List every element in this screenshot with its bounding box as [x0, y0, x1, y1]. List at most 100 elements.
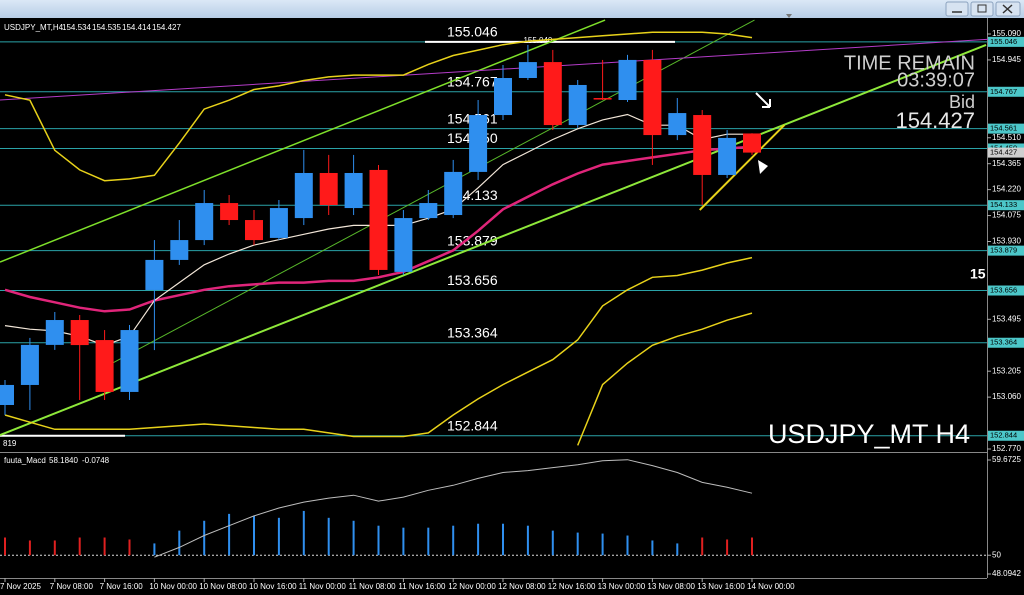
macd-bar	[452, 525, 455, 556]
x-tick-label: 7 Nov 2025	[0, 582, 41, 591]
x-tick-label: 10 Nov 00:00	[149, 582, 197, 591]
bid-price: 154.427	[895, 108, 975, 133]
ohlc-value: 154.535	[92, 23, 121, 32]
macd-bar	[4, 537, 6, 556]
macd-bar	[28, 540, 31, 556]
symbol-watermark: USDJPY_MT H4	[768, 419, 970, 449]
y-tick-label: 153.060	[992, 392, 1021, 401]
bid-axis-box	[988, 147, 1024, 158]
arrow-up	[758, 160, 768, 174]
candle-body	[20, 344, 39, 385]
level-axis-box	[988, 430, 1024, 441]
level-label: 154.767	[447, 73, 498, 89]
candle-body	[294, 172, 313, 219]
macd-bar	[228, 513, 231, 556]
candle-body	[668, 113, 687, 136]
y-tick-label: 153.930	[992, 237, 1021, 246]
macd-title: fuuta_Macd	[4, 456, 46, 465]
trendline	[699, 124, 786, 211]
x-tick-label: 13 Nov 00:00	[598, 582, 646, 591]
x-tick-label: 7 Nov 16:00	[100, 582, 144, 591]
macd-bar	[402, 527, 405, 556]
candle-body	[693, 115, 712, 175]
macd-bar	[576, 532, 579, 556]
x-tick-label: 14 Nov 00:00	[747, 582, 795, 591]
candle-body	[419, 203, 438, 219]
level-axis-box	[988, 200, 1024, 211]
macd-bar	[502, 523, 504, 556]
macd-bar	[477, 523, 480, 556]
bid-label: Bid	[949, 92, 975, 112]
x-tick-label: 11 Nov 16:00	[398, 582, 446, 591]
level-axis-label: 152.844	[990, 431, 1017, 440]
level-label: 153.656	[447, 272, 498, 288]
macd-bar	[277, 517, 280, 556]
x-tick-label: 13 Nov 16:00	[697, 582, 745, 591]
level-label: 153.364	[447, 324, 498, 340]
macd-bar	[153, 543, 156, 556]
y-tick-label: 154.075	[992, 211, 1021, 220]
x-tick-label: 13 Nov 08:00	[647, 582, 695, 591]
macd-y-tick-label: 59.6725	[992, 455, 1021, 464]
y-tick-label: 155.090	[992, 29, 1021, 38]
overlay-texts: USDJPY_MT,H4 TIME REMAIN 03:39:07 Bid 15…	[3, 23, 986, 449]
trendline	[0, 19, 606, 263]
indicator-line	[577, 312, 753, 446]
trendline	[0, 43, 987, 436]
scroll-marker	[786, 14, 792, 18]
y-tick-label: 153.495	[992, 314, 1021, 323]
price-plot: 155.046154.767154.561154.450154.133153.8…	[0, 19, 1011, 446]
macd-bar	[53, 540, 56, 556]
minimize-button[interactable]	[945, 1, 969, 17]
candle-body	[145, 259, 164, 290]
candle-body	[319, 172, 338, 206]
close-icon	[1002, 4, 1013, 14]
macd-bar	[327, 517, 330, 556]
level-axis-box	[988, 337, 1024, 348]
candle-body	[718, 137, 737, 175]
level-axis-label: 153.364	[990, 338, 1017, 347]
level-axis-label: 155.046	[990, 37, 1017, 46]
macd-bar	[128, 539, 131, 556]
x-tick-label: 12 Nov 16:00	[548, 582, 596, 591]
macd-bar	[651, 540, 654, 556]
candle-body	[45, 320, 64, 345]
level-axis-box	[988, 86, 1024, 97]
macd-bar	[253, 515, 255, 556]
x-tick-label: 12 Nov 08:00	[498, 582, 546, 591]
candle-body	[170, 240, 189, 260]
level-axis-label: 154.767	[990, 87, 1017, 96]
macd-bar	[526, 525, 529, 556]
restore-button[interactable]	[970, 1, 994, 17]
candle-body	[0, 384, 14, 405]
ohlc-value: 154.414	[122, 23, 151, 32]
macd-value: 58.1840	[49, 456, 78, 465]
candle-body	[394, 218, 413, 272]
candle-body	[743, 133, 761, 153]
level-label: 152.844	[447, 417, 498, 433]
x-tick-label: 11 Nov 00:00	[299, 582, 347, 591]
macd-panel: fuuta_Macd 58.1840 -0.0748	[0, 456, 987, 558]
chart-title: USDJPY_MT,H4	[4, 23, 64, 32]
candle-body	[220, 203, 239, 221]
candle-body	[269, 208, 288, 238]
window-buttons[interactable]	[945, 1, 1021, 17]
x-tick-label: 11 Nov 08:00	[349, 582, 397, 591]
candle-body	[618, 59, 637, 101]
macd-signal	[154, 459, 753, 558]
x-tick-label: 10 Nov 08:00	[199, 582, 247, 591]
macd-y-tick-label: 50	[992, 550, 1001, 559]
x-tick-label: 7 Nov 08:00	[50, 582, 94, 591]
candle-body	[568, 84, 587, 126]
macd-value: -0.0748	[82, 456, 110, 465]
candle-body	[344, 172, 363, 209]
arrow-down	[755, 92, 771, 108]
level-axis-box	[988, 123, 1024, 134]
candle-body	[245, 220, 263, 241]
macd-bar	[676, 543, 679, 556]
ohlc-value: 154.427	[152, 23, 181, 32]
level-axis-label: 154.561	[990, 124, 1017, 133]
indicator-line	[4, 31, 753, 182]
